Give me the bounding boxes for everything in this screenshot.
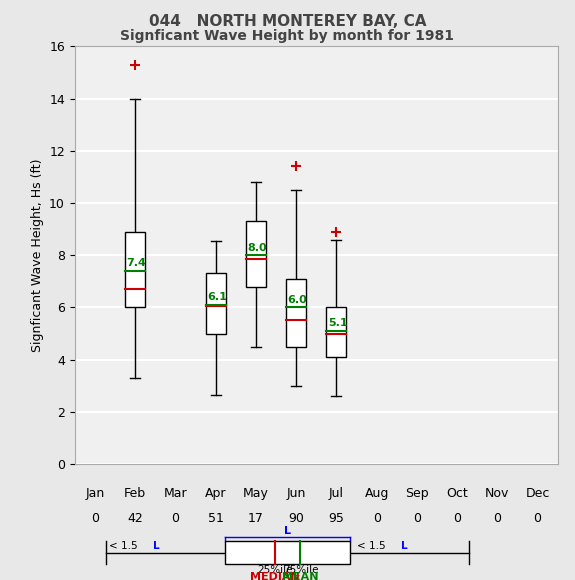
Text: MEAN: MEAN	[282, 572, 319, 580]
Bar	[206, 274, 225, 334]
Text: Jan: Jan	[85, 487, 105, 500]
Text: Aug: Aug	[365, 487, 389, 500]
Text: 0: 0	[413, 512, 421, 525]
Text: MEDIAN: MEDIAN	[250, 572, 300, 580]
Text: 75%ile: 75%ile	[283, 565, 318, 575]
Text: 7.4: 7.4	[126, 258, 147, 269]
Text: L: L	[401, 541, 408, 551]
Text: 51: 51	[208, 512, 224, 525]
Bar	[286, 279, 306, 347]
Text: L: L	[284, 526, 291, 536]
Text: 95: 95	[328, 512, 344, 525]
Text: Signficant Wave Height by month for 1981: Signficant Wave Height by month for 1981	[121, 29, 454, 43]
Text: 044   NORTH MONTEREY BAY, CA: 044 NORTH MONTEREY BAY, CA	[149, 14, 426, 30]
Text: May: May	[243, 487, 269, 500]
Text: 25%ile: 25%ile	[257, 565, 292, 575]
Text: L: L	[153, 541, 160, 551]
Text: Nov: Nov	[485, 487, 509, 500]
Text: 17: 17	[248, 512, 264, 525]
Text: < 1.5: < 1.5	[358, 541, 389, 551]
Bar	[225, 541, 350, 564]
Text: 5.1: 5.1	[328, 318, 347, 328]
Text: Dec: Dec	[526, 487, 550, 500]
Text: Oct: Oct	[446, 487, 468, 500]
Text: 6.1: 6.1	[207, 292, 227, 302]
Text: 90: 90	[288, 512, 304, 525]
Bar	[327, 307, 346, 357]
Text: Mar: Mar	[163, 487, 187, 500]
Bar	[125, 232, 145, 307]
Text: Jul: Jul	[329, 487, 344, 500]
Text: 0: 0	[493, 512, 501, 525]
Text: 0: 0	[171, 512, 179, 525]
Y-axis label: Signficant Wave Height, Hs (ft): Signficant Wave Height, Hs (ft)	[30, 158, 44, 352]
Text: Sep: Sep	[405, 487, 429, 500]
Text: < 1.5: < 1.5	[109, 541, 141, 551]
Text: 42: 42	[127, 512, 143, 525]
Text: 0: 0	[373, 512, 381, 525]
Bar	[246, 222, 266, 287]
Text: 8.0: 8.0	[247, 242, 267, 253]
Text: 6.0: 6.0	[288, 295, 308, 305]
Text: 0: 0	[453, 512, 461, 525]
Text: Jun: Jun	[286, 487, 306, 500]
Text: Feb: Feb	[124, 487, 146, 500]
Text: Apr: Apr	[205, 487, 227, 500]
Text: 0: 0	[91, 512, 99, 525]
Text: 0: 0	[534, 512, 542, 525]
